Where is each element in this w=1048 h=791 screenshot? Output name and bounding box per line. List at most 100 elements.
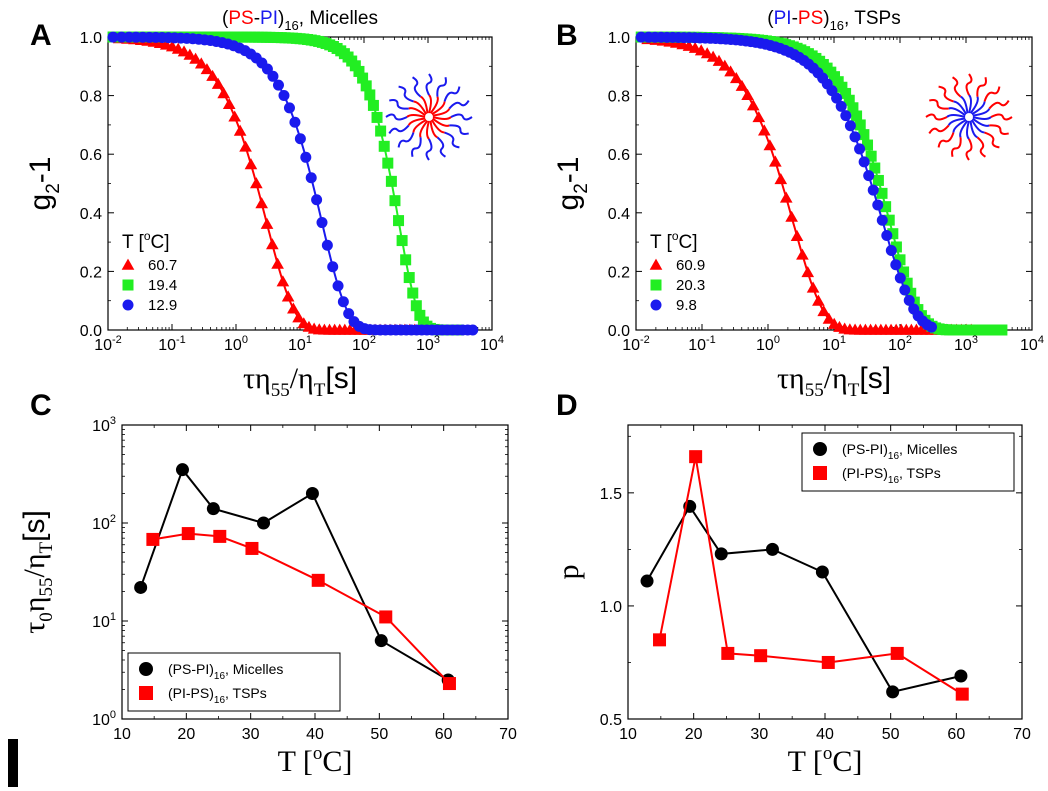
legend: (PS-PI)16, Micelles(PI-PS)16, TSPs [801, 432, 1015, 492]
y-tick-label: 101 [92, 611, 116, 631]
series-line [146, 527, 456, 691]
star-shell-arm [965, 138, 973, 161]
legend-sub: 16 [888, 451, 900, 462]
tick-exponent: 1 [110, 611, 116, 623]
data-point [289, 116, 301, 128]
ylabel-main: g [24, 194, 57, 211]
data-point [385, 175, 397, 187]
data-point [865, 150, 877, 162]
data-point [867, 184, 879, 196]
data-point [849, 131, 861, 143]
data-point [260, 217, 274, 229]
data-point [327, 261, 339, 273]
panel-d: 10 20 30 40 50 60 700.51.01.5DT [oC]p(PS-PI)16… [552, 389, 1031, 778]
legend-part: , Micelles [899, 441, 957, 457]
star-core-arm [960, 95, 969, 114]
data-point [311, 194, 323, 206]
x-tick-label: 30 [242, 726, 260, 743]
title-block-2: PI [260, 8, 278, 29]
star-shell-arm [411, 76, 422, 98]
star-core-arm [432, 117, 450, 127]
y-tick-label: 1.0 [80, 30, 102, 47]
tick-base: 10 [756, 337, 774, 354]
xlabel-part: /η [824, 362, 848, 395]
series-path [139, 467, 449, 681]
data-point [300, 151, 312, 163]
legend-marker [139, 662, 153, 676]
data-point [403, 272, 415, 284]
legend-label: (PS-PI)16, Micelles [168, 661, 283, 682]
legend-title-part: C] [679, 232, 698, 253]
data-point [887, 228, 899, 240]
x-tick-label: 60 [947, 726, 965, 743]
data-point [763, 139, 777, 151]
data-point [898, 266, 910, 278]
data-point [181, 527, 195, 541]
star-core-arm [968, 94, 972, 114]
data-point [206, 502, 220, 516]
y-tick-label: 0.0 [80, 323, 102, 340]
series-line [653, 450, 969, 701]
data-point [414, 309, 426, 321]
x-tick-label: 101 [288, 334, 312, 354]
title-subscript: 16 [284, 18, 298, 33]
data-point [858, 129, 870, 141]
data-point [890, 259, 902, 271]
legend-part: (PI-PS) [842, 465, 888, 481]
data-point [442, 677, 456, 691]
legend-part: , TSPs [225, 685, 267, 701]
data-point [847, 102, 859, 114]
data-point [305, 172, 317, 184]
legend-title: T [oC] [650, 229, 698, 253]
legend-label: 60.7 [148, 257, 177, 274]
data-point [758, 124, 771, 136]
star-core-arm [430, 119, 445, 134]
legend-title-part: T [ [122, 232, 145, 253]
x-tick-label: 102 [888, 334, 912, 354]
x-tick-label: 102 [352, 334, 376, 354]
star-core-arm [406, 114, 426, 118]
y-tick-label: 0.2 [608, 264, 630, 281]
x-tick-label: 10-1 [688, 334, 716, 354]
data-point [357, 72, 369, 84]
star-core-arm [969, 120, 978, 139]
y-tick-label: 0.6 [80, 147, 102, 164]
y-tick-label: 0.0 [608, 323, 630, 340]
y-tick-label: 0.6 [608, 147, 630, 164]
data-point [885, 244, 897, 256]
data-point [107, 31, 119, 43]
star-core-arm [946, 114, 966, 118]
ylabel-end: -1 [552, 157, 585, 184]
x-axis-label: τη55/ηT[s] [243, 362, 357, 401]
xlabel-sub: 55 [271, 380, 290, 401]
star-shell-arm [385, 113, 408, 121]
data-point [863, 170, 875, 182]
data-point [843, 94, 855, 106]
star-core-arm [428, 94, 432, 114]
x-axis-label: T [oC] [788, 743, 863, 778]
legend-label: 19.4 [148, 277, 177, 294]
star-core-arm [971, 101, 986, 116]
data-point [283, 102, 295, 114]
star-core-arm [969, 96, 979, 114]
x-tick-label: 103 [954, 334, 978, 354]
data-point [400, 254, 412, 266]
data-point [353, 65, 365, 77]
star-shell-arm [449, 124, 469, 135]
star-shell-arm [951, 76, 962, 98]
star-shell-arm [976, 77, 987, 97]
data-point [294, 133, 306, 145]
data-point [851, 110, 863, 122]
star-shell-arm [976, 136, 987, 158]
data-point [640, 574, 654, 588]
tick-exponent: 0 [774, 334, 780, 346]
x-tick-label: 100 [756, 334, 780, 354]
star-shell-arm [984, 131, 1000, 149]
y-tick-label: 0.5 [600, 712, 622, 729]
data-point [741, 88, 754, 100]
data-point [890, 646, 904, 660]
star-shell-arm [450, 113, 473, 121]
star-core-arm [426, 120, 430, 140]
star-core-arm [948, 107, 966, 117]
